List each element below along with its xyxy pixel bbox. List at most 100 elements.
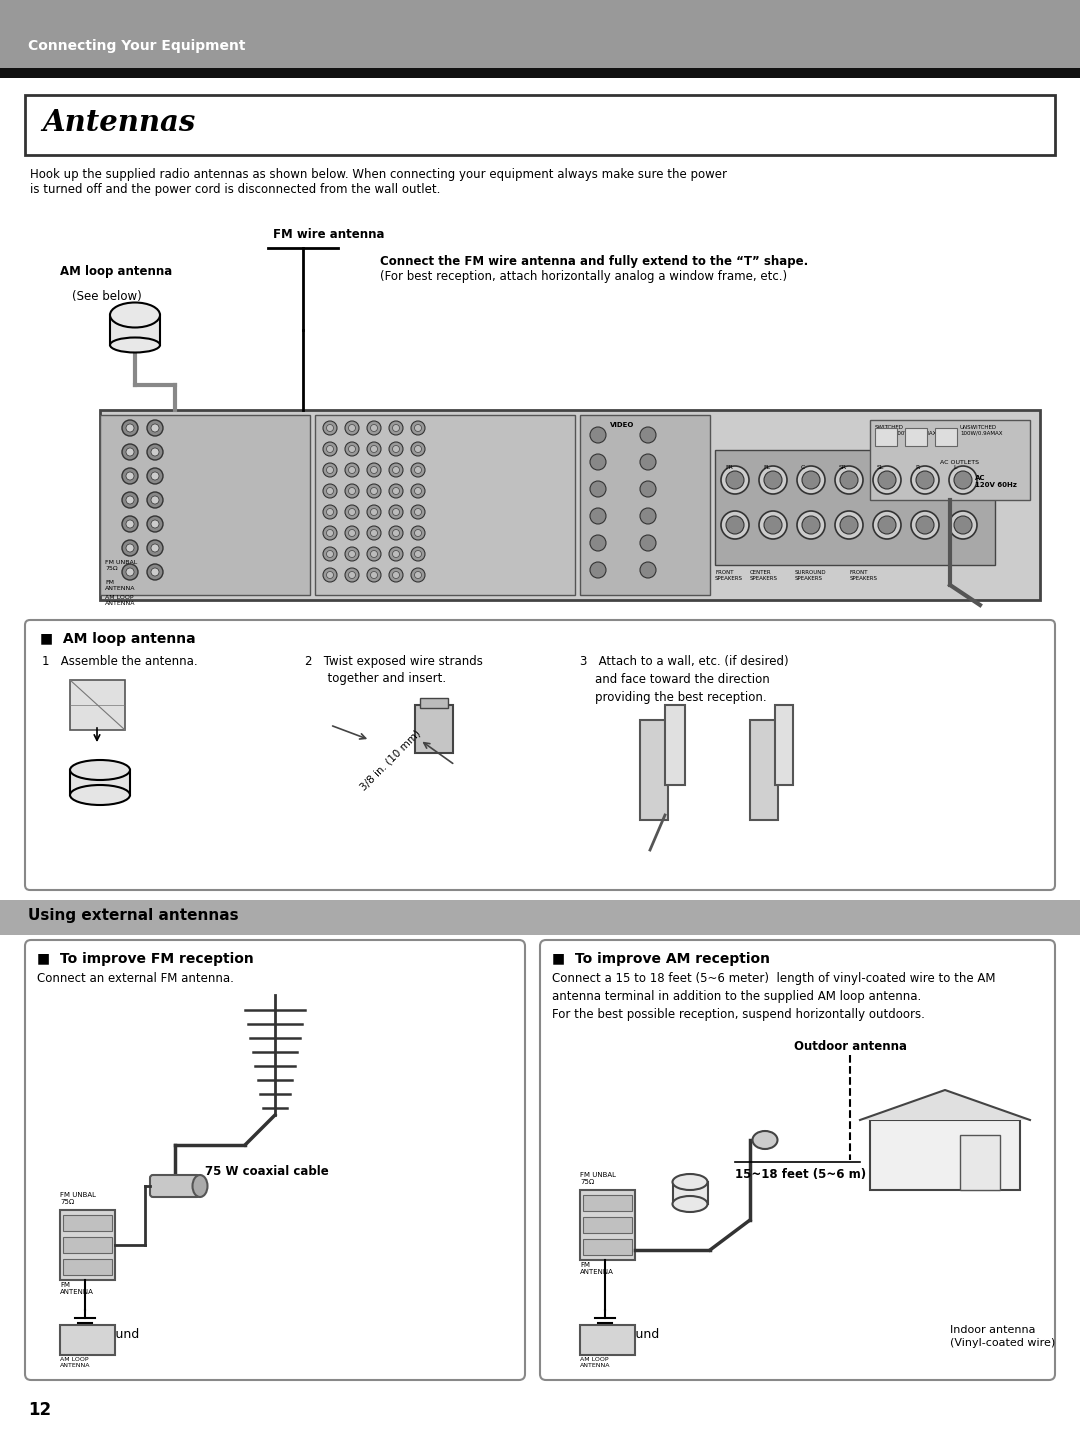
Circle shape bbox=[949, 512, 977, 539]
Circle shape bbox=[590, 481, 606, 497]
Text: 2   Twist exposed wire strands
      together and insert.: 2 Twist exposed wire strands together an… bbox=[305, 655, 483, 685]
Circle shape bbox=[367, 421, 381, 435]
Circle shape bbox=[323, 443, 337, 456]
Circle shape bbox=[367, 547, 381, 560]
Bar bbox=[673, 1183, 708, 1204]
Bar bbox=[70, 680, 125, 730]
Circle shape bbox=[126, 471, 134, 480]
Circle shape bbox=[370, 572, 378, 579]
Circle shape bbox=[878, 516, 896, 535]
Circle shape bbox=[590, 562, 606, 578]
Circle shape bbox=[389, 443, 403, 456]
Circle shape bbox=[126, 520, 134, 527]
Bar bbox=[665, 706, 685, 785]
Bar bbox=[0, 0, 1080, 68]
Circle shape bbox=[323, 504, 337, 519]
FancyBboxPatch shape bbox=[25, 619, 1055, 890]
Text: SWITCHED
TOTAL 100W/0.9AMAX: SWITCHED TOTAL 100W/0.9AMAX bbox=[875, 425, 936, 435]
Text: AM loop antenna: AM loop antenna bbox=[60, 264, 172, 277]
Circle shape bbox=[345, 421, 359, 435]
Text: 75 W coaxial cable: 75 W coaxial cable bbox=[205, 1165, 328, 1178]
Text: Indoor antenna
(Vinyl-coated wire): Indoor antenna (Vinyl-coated wire) bbox=[950, 1325, 1055, 1348]
Circle shape bbox=[411, 463, 426, 477]
Circle shape bbox=[415, 572, 421, 579]
Bar bbox=[63, 1216, 112, 1232]
Bar bbox=[583, 1196, 632, 1211]
Circle shape bbox=[411, 421, 426, 435]
Bar bbox=[415, 706, 453, 753]
Bar bbox=[640, 720, 669, 821]
Circle shape bbox=[640, 509, 656, 525]
Circle shape bbox=[367, 526, 381, 540]
Circle shape bbox=[147, 563, 163, 581]
Circle shape bbox=[147, 468, 163, 484]
Circle shape bbox=[415, 487, 421, 494]
Bar bbox=[70, 770, 130, 795]
FancyBboxPatch shape bbox=[25, 940, 525, 1380]
Circle shape bbox=[640, 481, 656, 497]
Bar bbox=[110, 315, 160, 345]
Bar bbox=[63, 1237, 112, 1253]
Circle shape bbox=[916, 516, 934, 535]
Circle shape bbox=[721, 466, 750, 494]
Circle shape bbox=[797, 466, 825, 494]
Text: UNSWITCHED
100W/0.9AMAX: UNSWITCHED 100W/0.9AMAX bbox=[960, 425, 1002, 435]
Circle shape bbox=[323, 484, 337, 499]
Circle shape bbox=[916, 471, 934, 489]
Circle shape bbox=[640, 454, 656, 470]
Circle shape bbox=[349, 509, 355, 516]
Circle shape bbox=[151, 424, 159, 433]
Bar bbox=[583, 1217, 632, 1233]
Circle shape bbox=[122, 444, 138, 460]
Circle shape bbox=[878, 471, 896, 489]
Circle shape bbox=[640, 427, 656, 443]
Circle shape bbox=[840, 516, 858, 535]
Circle shape bbox=[367, 484, 381, 499]
Circle shape bbox=[764, 471, 782, 489]
Text: FM
ANTENNA: FM ANTENNA bbox=[580, 1262, 613, 1275]
Circle shape bbox=[323, 568, 337, 582]
Circle shape bbox=[345, 463, 359, 477]
Text: ■  To improve FM reception: ■ To improve FM reception bbox=[37, 951, 254, 966]
Circle shape bbox=[323, 463, 337, 477]
Circle shape bbox=[840, 471, 858, 489]
Text: AC OUTLETS: AC OUTLETS bbox=[940, 460, 978, 466]
Text: FRONT
SPEAKERS: FRONT SPEAKERS bbox=[850, 570, 878, 581]
Bar bbox=[875, 428, 897, 445]
Circle shape bbox=[122, 563, 138, 581]
Bar bbox=[580, 1325, 635, 1355]
Circle shape bbox=[726, 471, 744, 489]
Circle shape bbox=[349, 572, 355, 579]
Circle shape bbox=[389, 504, 403, 519]
Text: SL: SL bbox=[877, 466, 885, 470]
Ellipse shape bbox=[673, 1174, 707, 1190]
Circle shape bbox=[802, 471, 820, 489]
FancyBboxPatch shape bbox=[150, 1175, 200, 1197]
Circle shape bbox=[873, 512, 901, 539]
Text: AM LOOP
ANTENNA: AM LOOP ANTENNA bbox=[60, 1357, 91, 1368]
Circle shape bbox=[326, 487, 334, 494]
Text: FM
ANTENNA: FM ANTENNA bbox=[60, 1282, 94, 1295]
Ellipse shape bbox=[110, 338, 160, 352]
FancyBboxPatch shape bbox=[540, 940, 1055, 1380]
Circle shape bbox=[147, 516, 163, 532]
Bar bbox=[935, 428, 957, 445]
Circle shape bbox=[349, 445, 355, 453]
Circle shape bbox=[367, 463, 381, 477]
Bar bbox=[0, 900, 1080, 935]
Circle shape bbox=[590, 427, 606, 443]
Ellipse shape bbox=[673, 1196, 707, 1211]
Bar bbox=[870, 420, 1030, 500]
Circle shape bbox=[367, 568, 381, 582]
Circle shape bbox=[151, 471, 159, 480]
Circle shape bbox=[349, 487, 355, 494]
Circle shape bbox=[323, 526, 337, 540]
Circle shape bbox=[126, 424, 134, 433]
Circle shape bbox=[367, 443, 381, 456]
Circle shape bbox=[415, 509, 421, 516]
Circle shape bbox=[590, 454, 606, 470]
Circle shape bbox=[126, 568, 134, 576]
Bar bbox=[905, 428, 927, 445]
Circle shape bbox=[873, 466, 901, 494]
Text: Using external antennas: Using external antennas bbox=[28, 908, 239, 923]
